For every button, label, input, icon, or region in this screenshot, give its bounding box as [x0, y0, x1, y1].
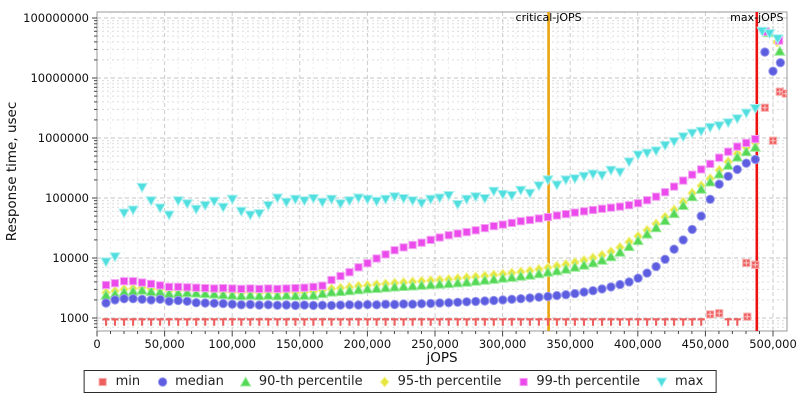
legend-label-95th: 95-th percentile: [397, 374, 502, 389]
max-jOPS-label: max-jOPS: [730, 11, 783, 24]
legend-item-95th-percentile: 95-th percentile: [379, 374, 502, 389]
svg-text:10000000: 10000000: [30, 71, 89, 85]
legend-label-median: median: [175, 374, 224, 389]
legend-item-99th-percentile: 99-th percentile: [517, 374, 640, 389]
max-triangle-icon: [656, 376, 668, 388]
legend-label-max: max: [675, 374, 704, 389]
svg-text:450,000: 450,000: [682, 337, 730, 351]
svg-text:300,000: 300,000: [479, 337, 527, 351]
svg-text:100000000: 100000000: [23, 11, 89, 25]
svg-text:50,000: 50,000: [144, 337, 184, 351]
series-median: [101, 47, 786, 311]
legend-item-90th-percentile: 90-th percentile: [240, 374, 363, 389]
series-min: [102, 87, 787, 326]
svg-text:1000: 1000: [60, 311, 89, 325]
svg-text:350,000: 350,000: [546, 337, 594, 351]
svg-text:400,000: 400,000: [614, 337, 662, 351]
legend-item-median: median: [156, 374, 224, 389]
response-time-chart: 0 50,000 100,000 150,000 200,000 250,000 300,0…: [4, 11, 797, 366]
legend-item-min: min: [97, 374, 141, 389]
annotations: critical-jOPS max-jOPS: [516, 11, 783, 331]
svg-text:0: 0: [93, 337, 100, 351]
min-square-icon: [97, 376, 109, 388]
critical-jOPS-label: critical-jOPS: [516, 11, 582, 24]
series-max: [100, 26, 784, 268]
y-axis-title: Response time, usec: [4, 102, 20, 242]
svg-text:250,000: 250,000: [411, 337, 459, 351]
legend-label-90th: 90-th percentile: [258, 374, 363, 389]
svg-text:1000000: 1000000: [38, 131, 89, 145]
chart-legend: min median 90-th percentile 95-th percen…: [83, 370, 717, 393]
legend-label-99th: 99-th percentile: [536, 374, 641, 389]
p90-triangle-icon: [240, 375, 252, 388]
series-99-th-percentile: [101, 27, 784, 293]
svg-text:100,000: 100,000: [208, 337, 256, 351]
median-circle-icon: [156, 376, 168, 388]
x-axis-title: jOPS: [425, 350, 457, 366]
svg-text:150,000: 150,000: [276, 337, 324, 351]
p95-diamond-icon: [379, 375, 391, 388]
series-90-th-percentile: [100, 26, 786, 301]
y-axis: 1000 10000 100000 1000000 10000000 100000000 R…: [4, 11, 97, 328]
legend-label-min: min: [115, 374, 141, 389]
p99-square-icon: [517, 376, 529, 388]
svg-text:100000: 100000: [45, 191, 89, 205]
x-axis: 0 50,000 100,000 150,000 200,000 250,000 300,0…: [93, 331, 797, 366]
legend-item-max: max: [656, 374, 703, 389]
svg-text:10000: 10000: [52, 251, 89, 265]
svg-text:500,000: 500,000: [749, 337, 797, 351]
plot-border: [96, 11, 788, 332]
svg-text:200,000: 200,000: [344, 337, 392, 351]
